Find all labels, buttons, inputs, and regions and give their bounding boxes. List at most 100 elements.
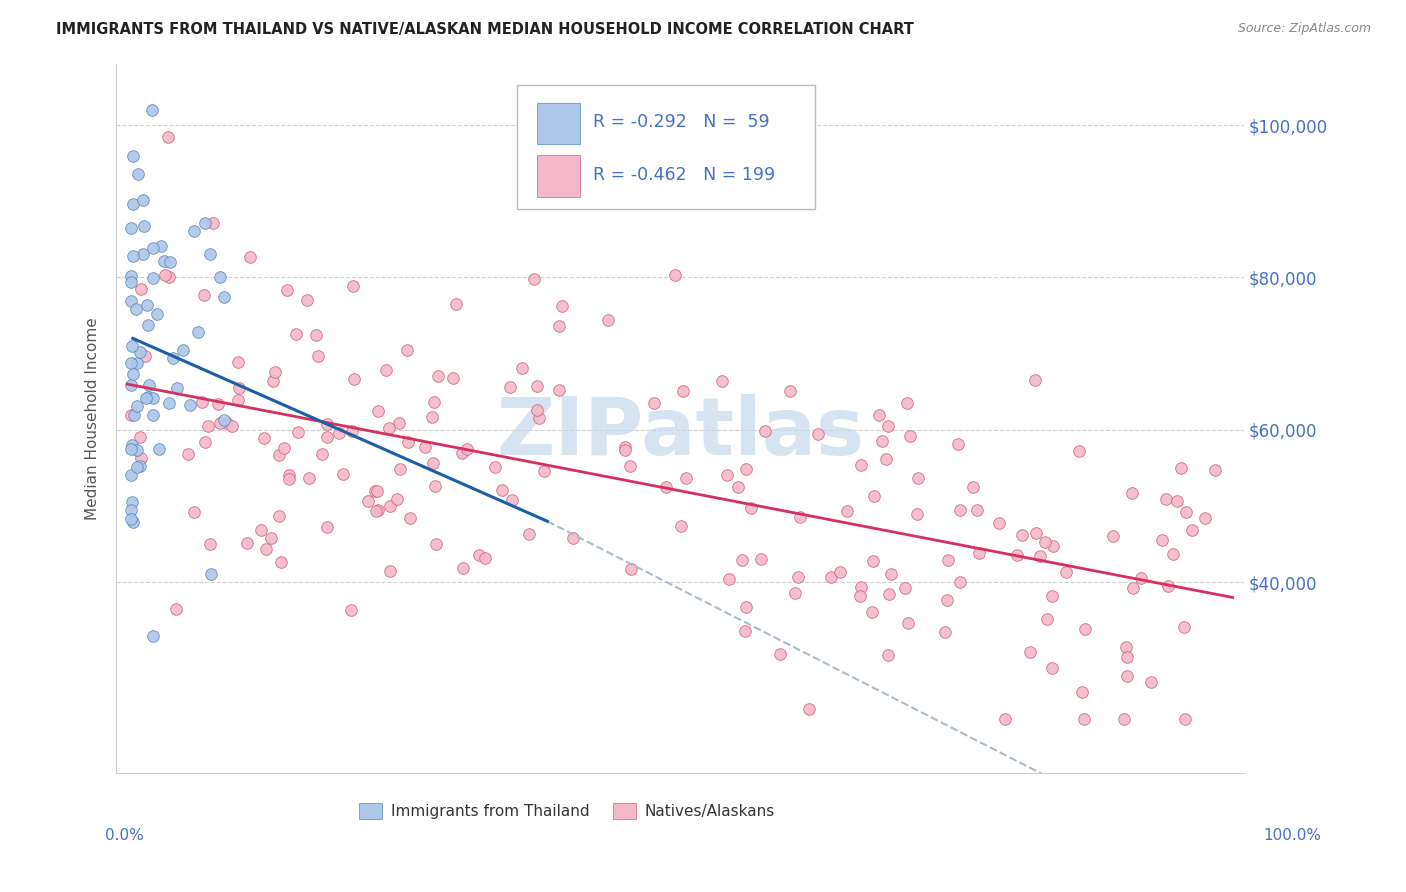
Point [669, 519, 692, 533]
Point [860, 605, 883, 619]
Point [849, 458, 872, 472]
Point [269, 448, 291, 462]
Point [907, 471, 929, 485]
Point [789, 510, 811, 524]
Point [1194, 510, 1216, 524]
Point [935, 593, 957, 607]
FancyBboxPatch shape [537, 103, 579, 145]
Point [122, 516, 145, 530]
FancyBboxPatch shape [516, 86, 815, 210]
Point [162, 351, 184, 366]
Point [132, 193, 155, 207]
Point [152, 254, 174, 268]
Point [785, 586, 807, 600]
Point [366, 483, 388, 498]
Point [156, 130, 179, 145]
Point [387, 492, 409, 507]
Point [122, 197, 145, 211]
Point [870, 434, 893, 449]
Point [1067, 444, 1090, 458]
Point [148, 442, 170, 457]
Point [934, 624, 956, 639]
Point [426, 368, 449, 383]
Point [399, 511, 422, 525]
Point [364, 504, 387, 518]
Point [134, 349, 156, 363]
Point [1181, 523, 1204, 537]
Point [849, 589, 872, 603]
Point [526, 403, 548, 417]
Point [1161, 547, 1184, 561]
Point [1025, 525, 1047, 540]
Point [456, 442, 478, 456]
Point [441, 370, 464, 384]
Point [551, 300, 574, 314]
Point [357, 494, 380, 508]
Point [215, 416, 238, 430]
Point [194, 435, 217, 450]
Point [221, 418, 243, 433]
Point [862, 554, 884, 568]
Point [1116, 650, 1139, 665]
Point [142, 391, 165, 405]
Point [877, 418, 900, 433]
Point [491, 483, 513, 497]
Point [183, 505, 205, 519]
Point [1040, 661, 1063, 675]
Point [295, 293, 318, 308]
Point [124, 301, 146, 316]
Point [122, 408, 145, 422]
Point [425, 537, 447, 551]
Point [1033, 535, 1056, 549]
Point [1042, 539, 1064, 553]
Point [1166, 494, 1188, 508]
Point [122, 149, 145, 163]
Point [875, 452, 897, 467]
Point [378, 564, 401, 578]
Point [422, 395, 444, 409]
Y-axis label: Median Household Income: Median Household Income [86, 317, 100, 520]
Point [547, 318, 569, 333]
Point [619, 459, 641, 474]
Point [120, 442, 142, 457]
Point [198, 246, 221, 260]
Point [1011, 528, 1033, 542]
Point [1204, 463, 1226, 477]
Point [389, 462, 412, 476]
Point [664, 268, 686, 283]
Point [1073, 712, 1095, 726]
Point [125, 443, 148, 458]
Point [523, 271, 546, 285]
Point [136, 318, 159, 332]
Point [262, 374, 284, 388]
Point [277, 467, 299, 482]
Point [127, 167, 149, 181]
Point [499, 380, 522, 394]
Point [142, 408, 165, 422]
Point [672, 384, 695, 399]
Point [898, 428, 921, 442]
Point [387, 416, 409, 430]
Point [141, 103, 163, 117]
Point [423, 479, 446, 493]
Point [367, 404, 389, 418]
Point [735, 462, 758, 476]
Point [136, 390, 159, 404]
Point [228, 381, 250, 395]
Point [561, 531, 583, 545]
Point [141, 629, 163, 643]
Point [342, 279, 364, 293]
Point [194, 216, 217, 230]
Point [129, 344, 152, 359]
Point [129, 458, 152, 473]
Point [332, 467, 354, 481]
Point [787, 570, 810, 584]
Point [157, 396, 180, 410]
Point [260, 531, 283, 545]
Point [146, 307, 169, 321]
Point [422, 456, 444, 470]
Point [120, 275, 142, 289]
Point [1174, 505, 1197, 519]
Point [226, 355, 249, 369]
Point [166, 381, 188, 395]
